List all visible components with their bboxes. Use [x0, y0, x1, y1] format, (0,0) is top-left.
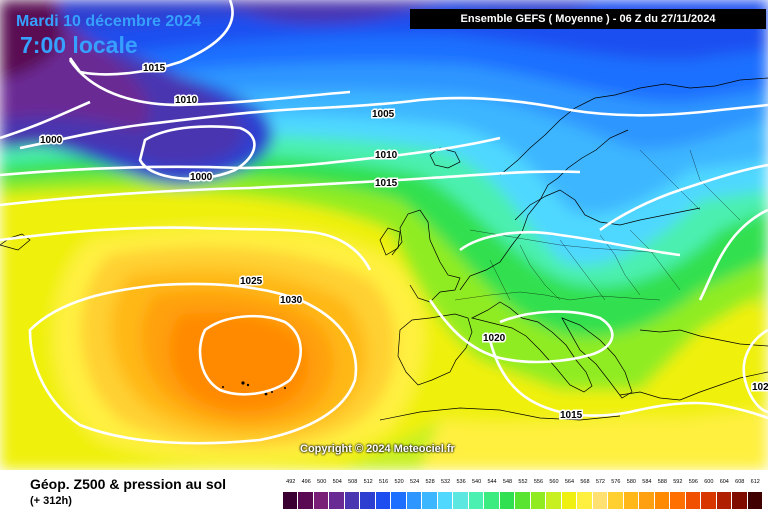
legend-value-label: 520 — [394, 479, 404, 485]
legend-swatch — [577, 492, 593, 509]
isobar-label: 1010 — [175, 95, 198, 106]
model-run-banner: Ensemble GEFS ( Moyenne ) - 06 Z du 27/1… — [410, 9, 766, 29]
legend-value-label: 608 — [735, 479, 745, 485]
legend-value-label: 516 — [379, 479, 389, 485]
legend-value-label: 492 — [286, 479, 296, 485]
legend-swatch — [561, 492, 578, 509]
geopotential-color-field — [0, 0, 768, 470]
map-footer: Géop. Z500 & pression au sol (+ 312h) 49… — [0, 470, 768, 512]
isobar-label: 1015 — [560, 410, 583, 421]
legend-swatch — [344, 492, 361, 509]
legend-value-label: 528 — [425, 479, 435, 485]
isobar-label: 1015 — [375, 178, 398, 189]
legend-value-label: 604 — [719, 479, 729, 485]
legend-swatch — [329, 492, 345, 509]
lead-time: (+ 312h) — [30, 495, 72, 507]
legend-value-label: 564 — [564, 479, 575, 485]
legend-swatch — [685, 492, 702, 509]
legend-swatch — [406, 492, 423, 509]
legend-swatch — [283, 492, 299, 509]
legend-swatch — [670, 492, 686, 509]
legend-value-label: 588 — [657, 479, 667, 485]
model-run-label: Ensemble GEFS ( Moyenne ) - 06 Z du 27/1… — [460, 13, 716, 25]
legend-value-label: 508 — [348, 479, 358, 485]
legend-swatch — [422, 492, 438, 509]
legend-value-label: 576 — [611, 479, 621, 485]
legend-swatch — [437, 492, 454, 509]
borders — [454, 149, 741, 301]
legend-value-label: 560 — [549, 479, 559, 485]
legend-value-label: 580 — [626, 479, 636, 485]
legend-swatch — [391, 492, 407, 509]
coastlines — [0, 77, 768, 421]
legend-value-label: 596 — [688, 479, 698, 485]
legend-swatch — [468, 492, 485, 509]
islands — [222, 381, 286, 396]
legend-swatch — [530, 492, 547, 509]
legend-value-label: 572 — [595, 479, 605, 485]
legend-swatch — [499, 492, 516, 509]
forecast-time: 7:00 locale — [20, 32, 138, 58]
legend-swatch — [654, 492, 671, 509]
legend-swatch — [546, 492, 562, 509]
isobar-label: 1020 — [483, 333, 506, 344]
legend-value-label: 540 — [471, 479, 482, 485]
forecast-date: Mardi 10 décembre 2024 — [16, 13, 201, 30]
legend-swatch — [716, 492, 733, 509]
legend-value-label: 552 — [518, 479, 528, 485]
isobar-label: 1025 — [240, 276, 263, 287]
legend-value-label: 532 — [440, 479, 451, 485]
legend-swatch — [453, 492, 469, 509]
geopotential-map: 1015 1010 1000 1000 1005 1010 1015 1025 … — [0, 0, 768, 470]
legend-swatch — [313, 492, 330, 509]
legend-value-label: 524 — [410, 479, 420, 485]
legend-swatch — [747, 492, 764, 509]
legend-swatch — [608, 492, 624, 509]
legend-value-label: 504 — [332, 479, 342, 485]
legend-swatch — [360, 492, 376, 509]
isobar-label: 102 — [752, 382, 768, 393]
legend-value-label: 536 — [456, 479, 466, 485]
parameter-title: Géop. Z500 & pression au sol — [30, 476, 227, 492]
legend-value-label: 600 — [704, 479, 714, 485]
legend-swatch — [375, 492, 392, 509]
legend-value-label: 544 — [487, 479, 497, 485]
legend-value-label: 548 — [502, 479, 513, 485]
legend-swatch — [484, 492, 500, 509]
legend-swatch — [592, 492, 609, 509]
legend-swatch — [639, 492, 655, 509]
legend-value-label: 584 — [642, 479, 652, 485]
legend-swatch — [515, 492, 531, 509]
legend-value-label: 568 — [580, 479, 590, 485]
legend-swatch — [701, 492, 717, 509]
color-legend: 492 496 500 504 508 512 516 520 524 528 532 536 540 5… — [283, 479, 764, 511]
isobar-label: 1015 — [143, 63, 166, 74]
legend-value-label: 496 — [301, 479, 311, 485]
legend-value-label: 512 — [363, 479, 373, 485]
isobar-labels: 1015 1010 1000 1000 1005 1010 1015 1025 … — [39, 62, 768, 423]
legend-swatches — [283, 492, 764, 509]
legend-value-label: 556 — [533, 479, 544, 485]
isobar-label: 1010 — [375, 150, 398, 161]
isobars — [0, 0, 768, 443]
legend-value-label: 500 — [317, 479, 327, 485]
legend-value-label: 592 — [673, 479, 683, 485]
legend-swatch — [298, 492, 314, 509]
legend-labels: 492 496 500 504 508 512 516 520 524 528 532 536 540 5… — [283, 479, 763, 491]
isobar-label: 1030 — [280, 295, 303, 306]
legend-value-label: 612 — [750, 479, 760, 485]
isobar-label: 1000 — [190, 172, 213, 183]
legend-swatch — [623, 492, 640, 509]
legend-swatch — [732, 492, 748, 509]
isobar-label: 1000 — [40, 135, 63, 146]
isobar-label: 1005 — [372, 109, 395, 120]
copyright-notice: Copyright © 2024 Meteociel.fr — [300, 443, 455, 455]
